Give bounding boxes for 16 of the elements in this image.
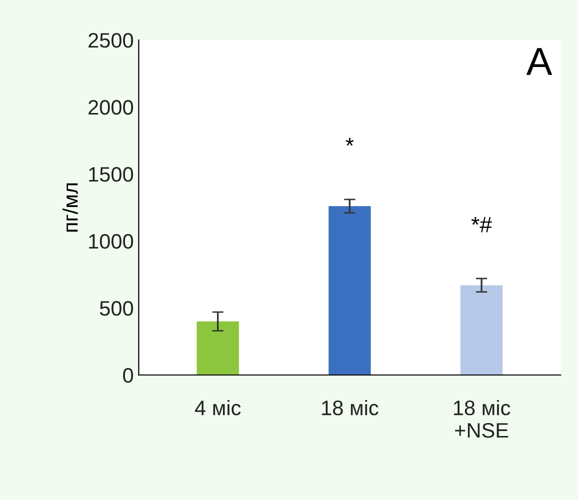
x-tick-label: 4 міс	[194, 400, 241, 416]
y-tick-label: 2500	[88, 33, 134, 48]
annotation: *#	[471, 216, 492, 232]
x-tick-label: 18 міс	[322, 400, 378, 416]
bar	[328, 206, 371, 375]
y-tick-label: 1500	[89, 167, 134, 182]
y-tick-label: 2000	[88, 100, 134, 115]
bar	[196, 321, 239, 375]
y-tick-label: 500	[100, 301, 134, 316]
x-tick-label: 18 міс +NSE	[454, 400, 510, 438]
annotation: *	[346, 138, 354, 146]
y-axis-title: пг/мл	[62, 183, 78, 232]
annotation: A	[526, 48, 552, 75]
y-tick-label: 1000	[89, 234, 134, 249]
bar	[460, 285, 503, 375]
y-tick-label: 0	[123, 368, 134, 383]
